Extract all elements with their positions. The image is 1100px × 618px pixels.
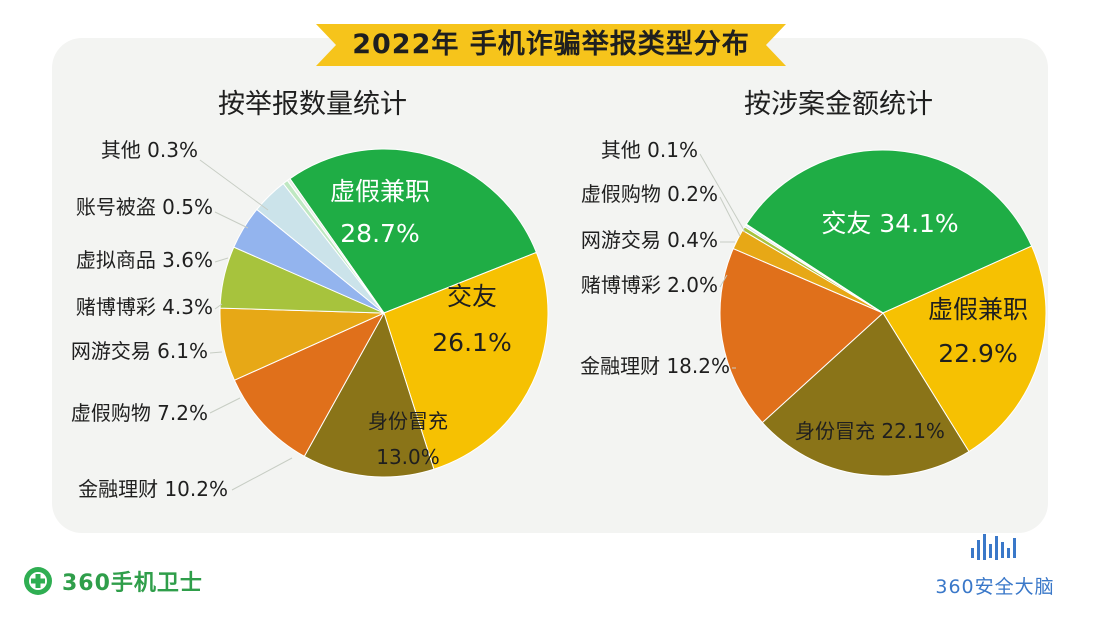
- chart-title: 2022年 手机诈骗举报类型分布: [352, 29, 750, 60]
- left-pie-slice-3: [233, 311, 386, 458]
- left-outside-label-2: 虚拟商品 3.6%: [76, 248, 213, 272]
- left-inside-label-2: 身份冒充 13.0%: [368, 409, 448, 469]
- left-pie-slice-9: [286, 177, 385, 314]
- right-pie-slice-0: [745, 149, 1033, 314]
- right-outside-label-0: 其他 0.1%: [601, 138, 698, 162]
- brand-logo-360-mobile-guard: 360手机卫士: [22, 564, 203, 598]
- left-inside-label-pct-0: 28.7%: [340, 219, 419, 248]
- left-leader-line-6: [231, 457, 293, 491]
- right-inside-label-1: 虚假兼职 22.9%: [928, 295, 1028, 368]
- left-leader-line-4: [209, 351, 223, 354]
- left-leader-line-1: [214, 211, 249, 229]
- left-outside-label-4: 网游交易 6.1%: [71, 339, 208, 363]
- right-leader-line-3: [719, 274, 728, 288]
- right-pie-slice-3: [719, 247, 884, 424]
- right-outside-label-2: 网游交易 0.4%: [581, 228, 718, 252]
- left-pie-slice-0: [289, 148, 538, 314]
- right-inside-label-text-2: 身份冒充 22.1%: [795, 419, 945, 443]
- right-inside-label-name-1: 虚假兼职: [928, 295, 1028, 324]
- waveform-icon: [971, 534, 1016, 560]
- right-pie-slice-1: [882, 245, 1047, 453]
- title-banner: 2022年 手机诈骗举报类型分布: [316, 20, 786, 70]
- left-leader-line-2: [214, 257, 229, 263]
- left-inside-label-name-1: 交友: [447, 282, 497, 311]
- right-brand-text: 360安全大脑: [935, 576, 1055, 598]
- right-inside-label-2: 身份冒充 22.1%: [795, 419, 945, 443]
- left-inside-label-name-2: 身份冒充: [368, 409, 448, 433]
- left-chart-title: 按举报数量统计: [218, 89, 407, 120]
- left-inside-label-1: 交友 26.1%: [432, 282, 511, 357]
- left-inside-label-pct-1: 26.1%: [432, 328, 511, 357]
- right-inside-label-text-0: 交友 34.1%: [821, 209, 958, 238]
- left-brand-text: 360手机卫士: [62, 571, 203, 596]
- left-leader-line-0: [199, 159, 269, 211]
- left-outside-label-5: 虚假购物 7.2%: [71, 401, 208, 425]
- left-pie-slice-1: [383, 251, 549, 470]
- right-outside-label-1: 虚假购物 0.2%: [581, 182, 718, 206]
- left-outside-label-3: 赌博博彩 4.3%: [76, 295, 213, 319]
- right-inside-label-0: 交友 34.1%: [821, 209, 958, 238]
- left-pie-slice-2: [303, 311, 435, 478]
- title-banner-shape: [316, 24, 786, 66]
- right-pie-slice-2: [761, 312, 970, 477]
- brand-logo-360-security-brain: 360安全大脑: [905, 530, 1085, 600]
- right-pie-slice-7: [745, 223, 884, 314]
- left-outside-label-0: 其他 0.3%: [101, 138, 198, 162]
- left-inside-label-pct-2: 13.0%: [376, 445, 440, 469]
- right-outside-label-4: 金融理财 18.2%: [580, 354, 730, 378]
- left-inside-label-0: 虚假兼职 28.7%: [330, 177, 430, 248]
- right-inside-label-pct-1: 22.9%: [938, 339, 1017, 368]
- left-inside-label-name-0: 虚假兼职: [330, 177, 430, 206]
- left-outside-label-6: 金融理财 10.2%: [78, 477, 228, 501]
- left-leader-line-3: [214, 303, 223, 310]
- right-chart-title: 按涉案金额统计: [744, 89, 933, 120]
- right-leader-line-1: [719, 196, 741, 237]
- shield-plus-icon: [24, 567, 52, 595]
- left-outside-label-1: 账号被盗 0.5%: [76, 195, 213, 219]
- right-outside-label-3: 赌博博彩 2.0%: [581, 273, 718, 297]
- right-leader-line-0: [699, 153, 746, 233]
- left-leader-line-5: [209, 397, 241, 414]
